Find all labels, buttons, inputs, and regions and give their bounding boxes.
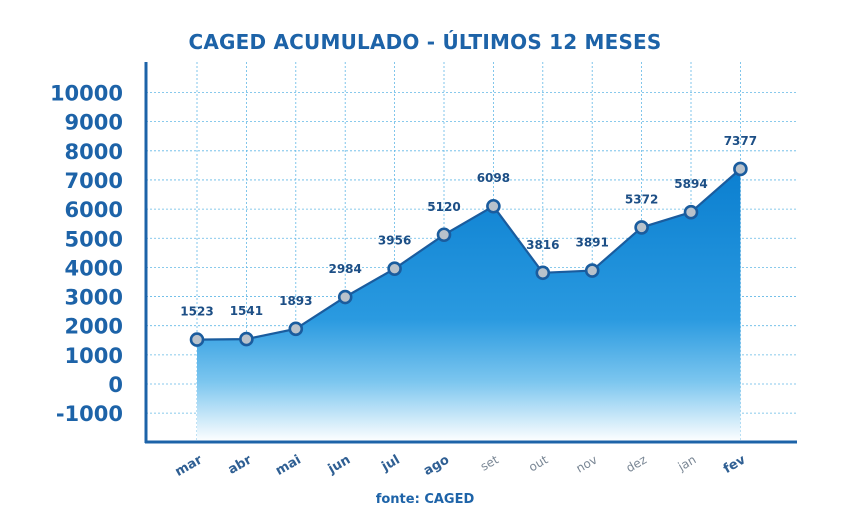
y-tick-label: 9000 bbox=[65, 111, 123, 135]
data-point bbox=[387, 261, 402, 276]
x-tick-label: mai bbox=[273, 452, 304, 478]
y-tick-label: 0 bbox=[108, 373, 123, 397]
data-label: 1893 bbox=[279, 294, 312, 308]
y-tick-labels: 1000090008000700060005000400030002000100… bbox=[50, 82, 123, 427]
series-line bbox=[196, 168, 742, 341]
x-tick-labels: mar abr mai jun jul ago set out nov dez jan fev bbox=[173, 452, 749, 480]
y-tick-label: 7000 bbox=[65, 169, 123, 193]
y-tick-label: 2000 bbox=[65, 315, 123, 339]
data-label: 6098 bbox=[477, 171, 510, 185]
x-tick-label: jun bbox=[325, 452, 353, 477]
data-label: 1523 bbox=[180, 305, 213, 319]
y-tick-label: 4000 bbox=[65, 256, 123, 280]
data-labels-layer: 1523 1541 1893 2984 3956 5120 6098 3816 3891 5372… bbox=[180, 134, 757, 319]
data-label: 3816 bbox=[526, 238, 559, 252]
y-tick-label: 6000 bbox=[65, 198, 123, 222]
x-tick-label: nov bbox=[574, 452, 600, 475]
area-layer bbox=[196, 168, 742, 442]
x-tick-label: fev bbox=[721, 452, 749, 477]
data-point bbox=[189, 332, 205, 347]
x-tick-label: mar bbox=[173, 452, 206, 480]
source-note: fonte: CAGED bbox=[375, 492, 475, 507]
y-tick-label: 5000 bbox=[65, 227, 123, 251]
data-label: 1541 bbox=[230, 304, 263, 318]
data-label: 3956 bbox=[378, 234, 411, 248]
y-tick-label: 8000 bbox=[65, 140, 123, 164]
y-tick-label: 10000 bbox=[50, 82, 123, 106]
axis-layer bbox=[144, 62, 797, 444]
data-label: 2984 bbox=[328, 262, 361, 276]
data-point bbox=[733, 161, 748, 177]
x-tick-label: jul bbox=[378, 452, 402, 475]
area-fill bbox=[197, 169, 741, 442]
x-tick-label: set bbox=[478, 452, 501, 473]
data-point bbox=[683, 204, 699, 220]
data-point bbox=[436, 227, 452, 243]
markers-layer bbox=[189, 161, 748, 347]
data-point bbox=[535, 265, 551, 281]
data-label: 3891 bbox=[575, 236, 608, 250]
data-point bbox=[634, 220, 649, 235]
y-tick-label: -1000 bbox=[56, 402, 123, 426]
data-point bbox=[239, 331, 254, 347]
data-label: 5120 bbox=[427, 200, 460, 214]
data-point bbox=[486, 198, 501, 214]
data-point bbox=[288, 321, 304, 337]
chart-title: CAGED ACUMULADO - ÚLTIMOS 12 MESES bbox=[188, 30, 662, 54]
x-tick-label: jan bbox=[675, 452, 699, 474]
data-label: 7377 bbox=[724, 134, 757, 148]
y-tick-label: 3000 bbox=[65, 286, 123, 310]
y-tick-label: 1000 bbox=[65, 344, 123, 368]
x-tick-label: dez bbox=[624, 452, 649, 475]
x-tick-label: abr bbox=[226, 452, 255, 478]
data-label: 5372 bbox=[625, 192, 658, 206]
x-tick-label: ago bbox=[421, 452, 452, 479]
x-tick-label: out bbox=[526, 452, 550, 474]
data-label: 5894 bbox=[674, 177, 707, 191]
data-point bbox=[337, 289, 353, 305]
data-point bbox=[584, 263, 600, 278]
